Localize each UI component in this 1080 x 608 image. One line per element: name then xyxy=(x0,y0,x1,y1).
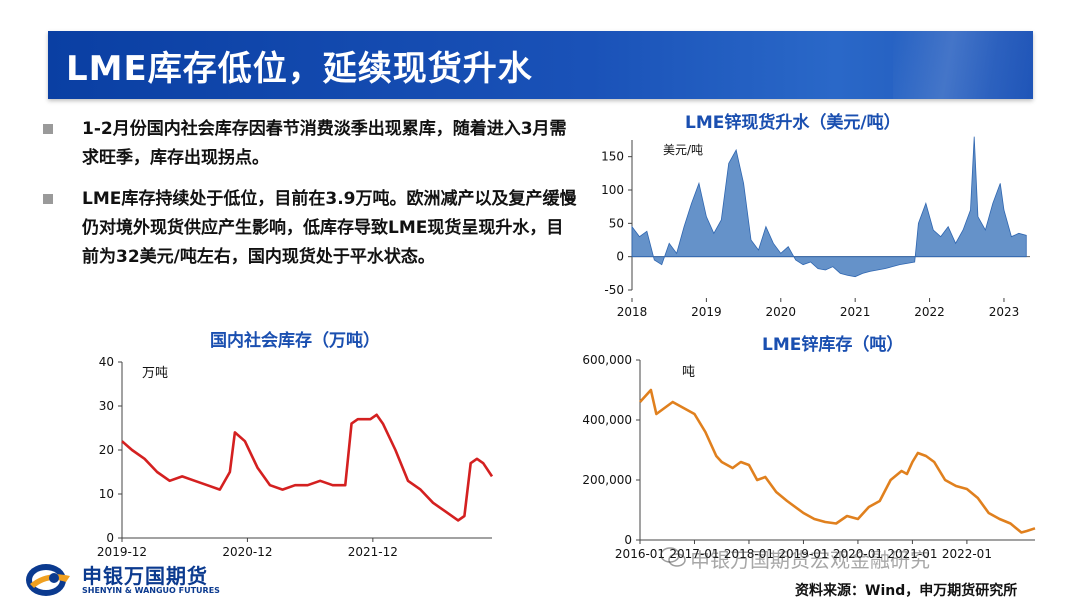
domestic-chart: 40 30 20 10 0 万吨 2019-12 2020-12 2021-12 xyxy=(97,355,494,559)
premium-series-area xyxy=(631,136,1027,278)
wechat-icon xyxy=(660,547,686,567)
premium-unit-label: 美元/吨 xyxy=(663,143,703,157)
bullet-square-icon xyxy=(43,194,53,204)
x-tick-label: 2019 xyxy=(691,305,722,319)
x-tick-label: 2020 xyxy=(766,305,797,319)
logo-english-text: SHENYIN & WANGUO FUTURES xyxy=(82,586,220,595)
y-tick-label: 20 xyxy=(99,443,114,457)
lme-stock-unit-label: 吨 xyxy=(682,365,695,380)
logo-chinese-text: 申银万国期货 xyxy=(82,564,208,588)
lme-stock-series-line xyxy=(639,388,1036,534)
domestic-chart-title: 国内社会库存（万吨） xyxy=(210,331,380,351)
x-tick-label: 2021-01 xyxy=(887,547,937,561)
x-tick-label: 2022 xyxy=(914,305,945,319)
y-tick-label: 200,000 xyxy=(582,473,632,487)
bullet-text: LME库存持续处于低位，目前在3.9万吨。欧洲减产以及复产缓慢仍对境外现货供应产… xyxy=(82,189,577,267)
x-tick-label: 2023 xyxy=(989,305,1020,319)
x-tick-label: 2016-01 xyxy=(615,547,665,561)
y-tick-label: 40 xyxy=(99,355,114,369)
bullet-list: 1-2月份国内社会库存因春节消费淡季出现累库，随着进入3月需求旺季，库存出现拐点… xyxy=(40,115,580,284)
x-tick-label: 2020-12 xyxy=(222,545,272,559)
title-bar: LME库存低位，延续现货升水 xyxy=(48,31,1033,99)
y-tick-label: 100 xyxy=(601,183,624,197)
bullet-item: 1-2月份国内社会库存因春节消费淡季出现累库，随着进入3月需求旺季，库存出现拐点… xyxy=(40,115,580,173)
premium-chart-title: LME锌现货升水（美元/吨） xyxy=(685,113,901,133)
x-tick-label: 2019-12 xyxy=(97,545,147,559)
bullet-square-icon xyxy=(43,124,53,134)
x-tick-label: 2019-01 xyxy=(778,547,828,561)
y-tick-label: 50 xyxy=(609,216,624,230)
y-tick-label: 30 xyxy=(99,399,114,413)
x-tick-label: 2022-01 xyxy=(942,547,992,561)
y-tick-label: 10 xyxy=(99,487,114,501)
x-tick-label: 2020-01 xyxy=(833,547,883,561)
company-logo: 申银万国期货 SHENYIN & WANGUO FUTURES xyxy=(24,558,234,602)
y-tick-label: 0 xyxy=(624,533,632,547)
source-note: 资料来源：Wind，申万期货研究所 xyxy=(795,583,1018,599)
domestic-series-line xyxy=(121,413,494,522)
logo-globe-icon xyxy=(26,564,70,596)
lme-stock-chart-title: LME锌库存（吨） xyxy=(762,335,904,355)
premium-chart: 150 100 50 0 -50 美元/吨 2018 2019 2020 2021 2022 20… xyxy=(601,136,1030,319)
domestic-unit-label: 万吨 xyxy=(142,366,168,381)
y-tick-label: 400,000 xyxy=(582,413,632,427)
bullet-text: 1-2月份国内社会库存因春节消费淡季出现累库，随着进入3月需求旺季，库存出现拐点… xyxy=(82,119,567,168)
watermark-text: 申银万国期货宏观金融研究 xyxy=(690,548,930,572)
page-title: LME库存低位，延续现货升水 xyxy=(66,49,533,89)
title-bar-decoration xyxy=(893,31,1033,99)
x-tick-label: 2021-12 xyxy=(348,545,398,559)
x-tick-label: 2017-01 xyxy=(669,547,719,561)
x-tick-label: 2018 xyxy=(617,305,648,319)
y-tick-label: 0 xyxy=(616,250,624,264)
lme-stock-chart: 600,000 400,000 200,000 0 吨 2016-01 2017-01 2… xyxy=(582,353,1036,561)
y-tick-label: 600,000 xyxy=(582,353,632,367)
x-tick-label: 2018-01 xyxy=(724,547,774,561)
y-tick-label: -50 xyxy=(604,283,624,297)
y-tick-label: 150 xyxy=(601,150,624,164)
y-tick-label: 0 xyxy=(106,531,114,545)
x-tick-label: 2021 xyxy=(840,305,871,319)
bullet-item: LME库存持续处于低位，目前在3.9万吨。欧洲减产以及复产缓慢仍对境外现货供应产… xyxy=(40,185,580,272)
